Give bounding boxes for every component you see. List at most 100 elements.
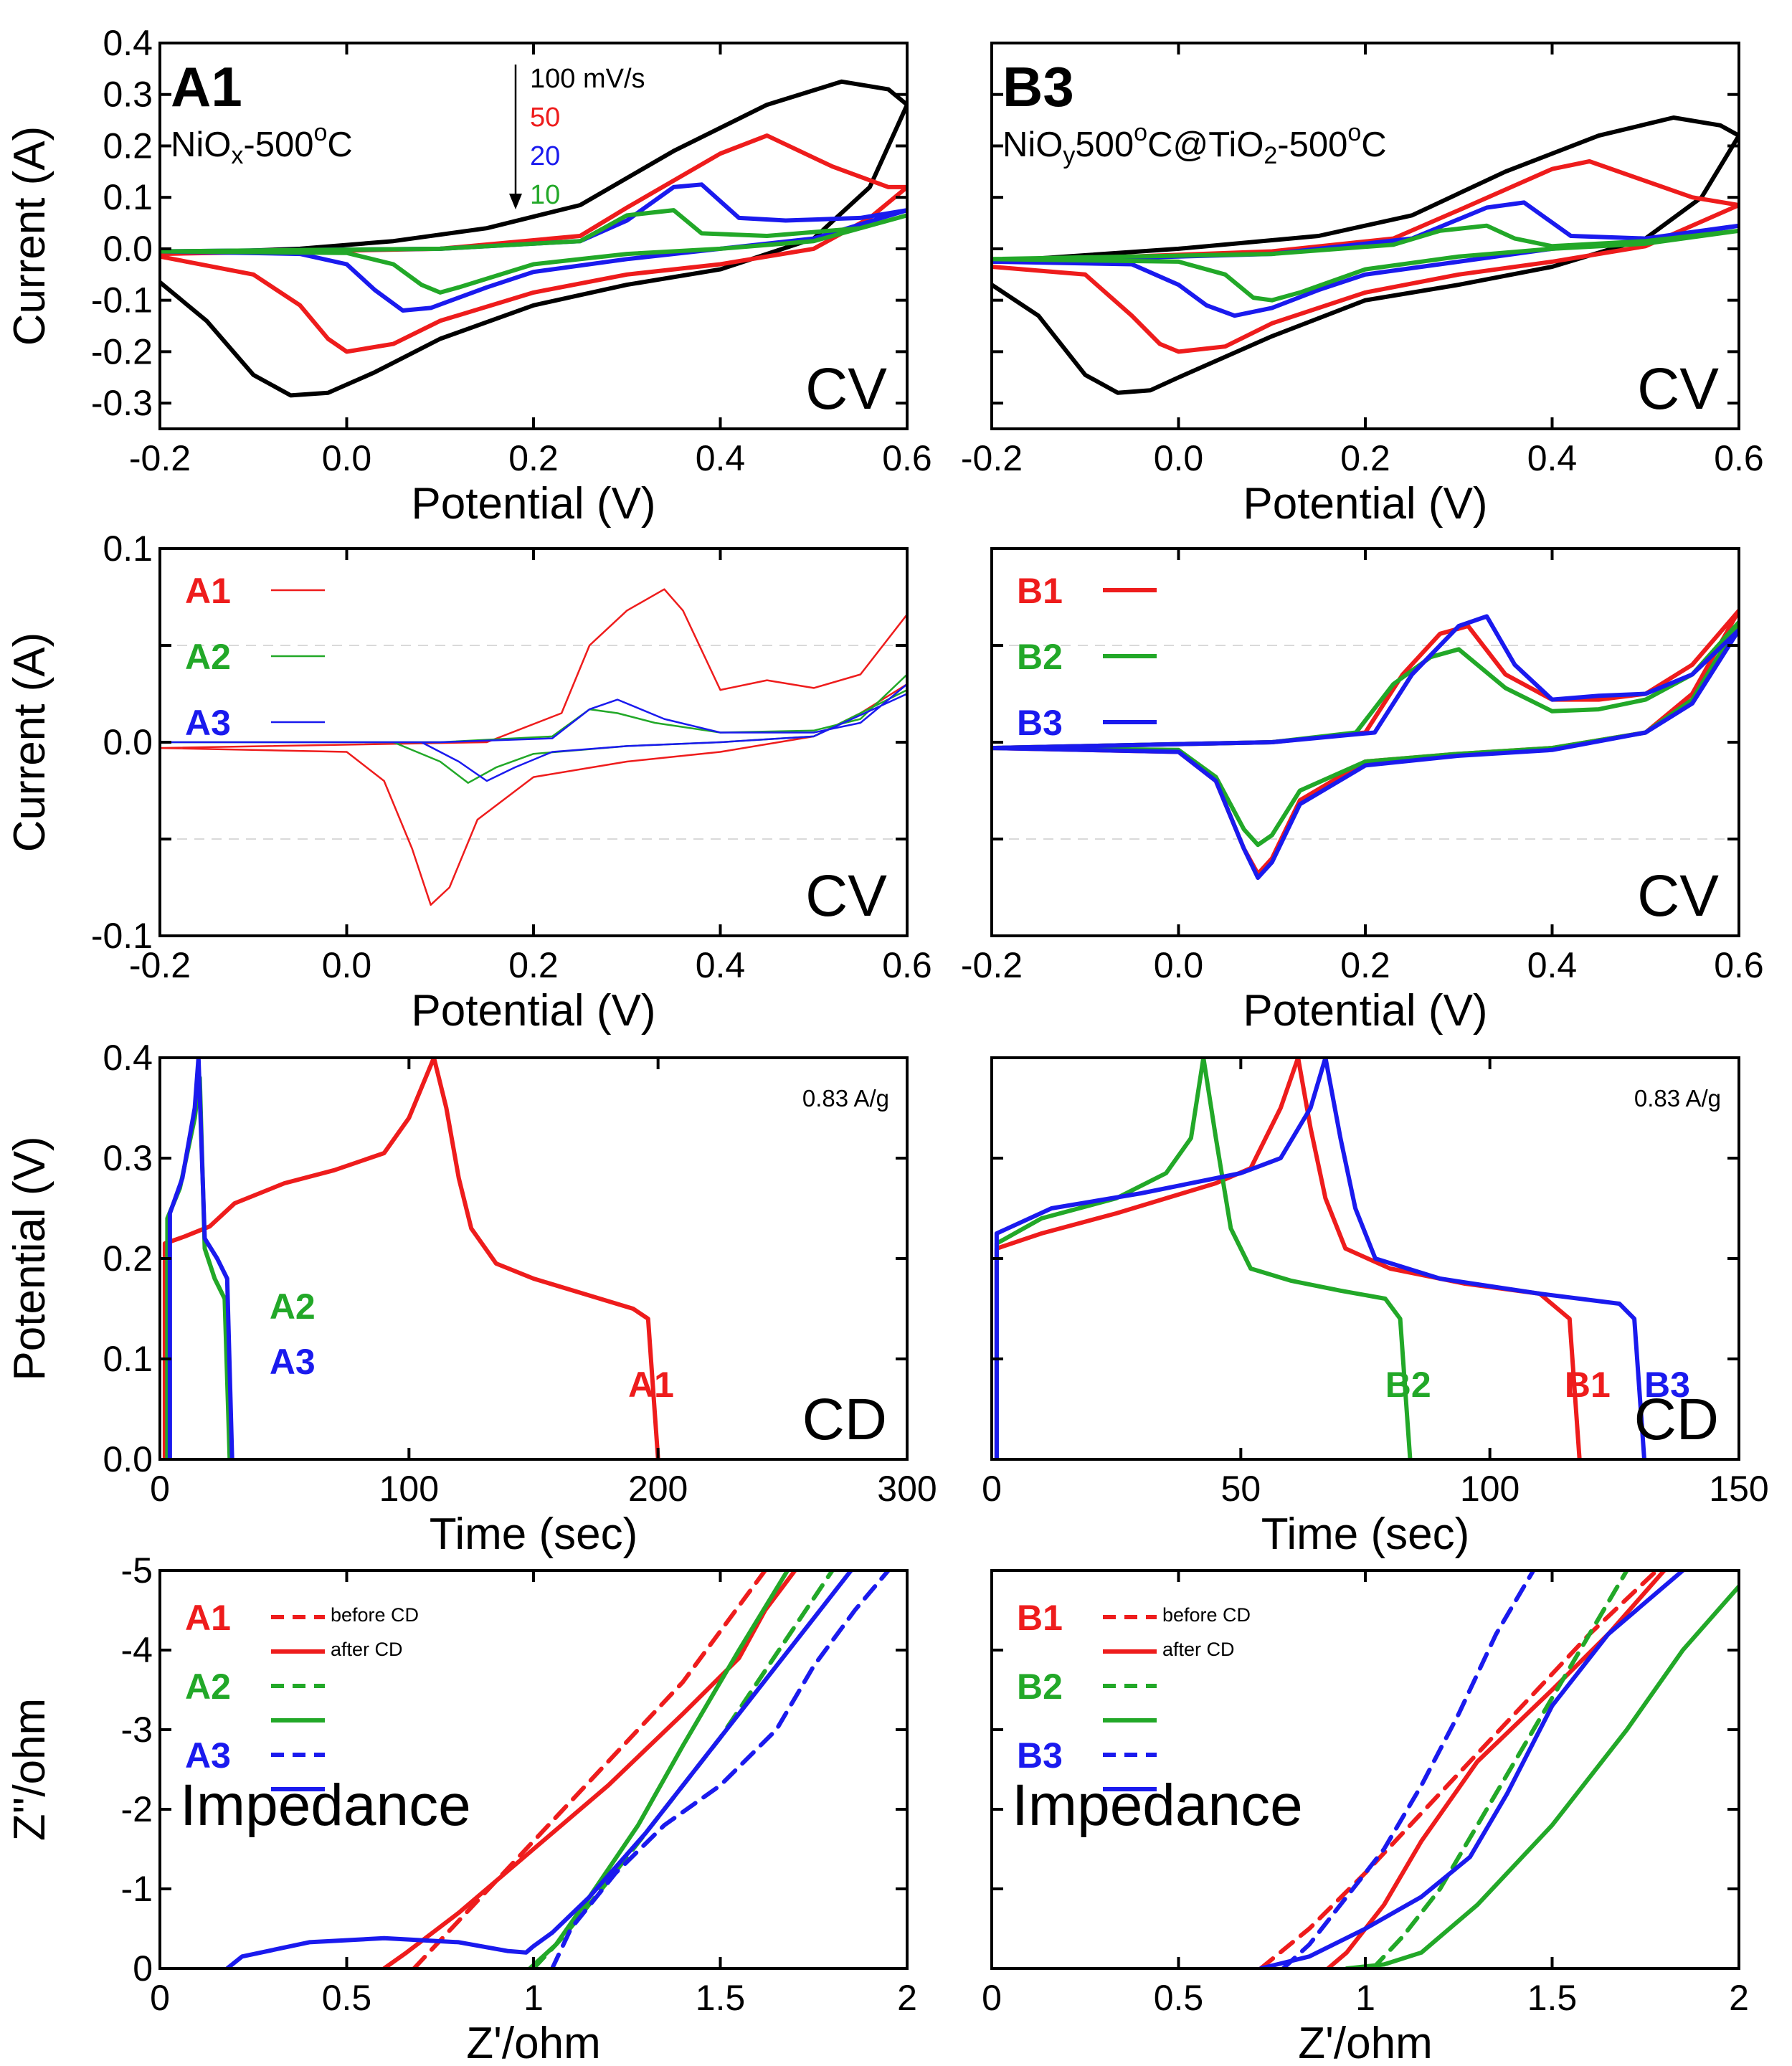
- chart-eis-a: 0 0.5 1 1.5 2 0 -1 -2 -3 -4 -5 Z'/ohm Z''/ohm Impedan…: [5, 1550, 917, 2066]
- y-tick-label: -0.1: [91, 280, 153, 321]
- series-line: [1370, 1570, 1629, 1968]
- x-tick-label: 0: [982, 1469, 1002, 1509]
- legend-label: A3: [185, 703, 231, 743]
- series-line: [160, 588, 907, 906]
- x-tick-label: 0.6: [1714, 945, 1764, 985]
- legend-label: B2: [1017, 1667, 1063, 1707]
- chart-cv-a-compare: -0.2 0.0 0.2 0.4 0.6 -0.1 0.0 0.1 Potential (V) C…: [5, 529, 932, 1036]
- legend-label: A3: [185, 1735, 231, 1776]
- x-tick-label: 2: [1729, 1978, 1749, 2018]
- legend-note: after CD: [1162, 1639, 1235, 1660]
- x-axis-title: Potential (V): [1243, 986, 1487, 1036]
- series-line: [994, 1058, 1646, 1459]
- chart-cv-b-compare: -0.2 0.0 0.2 0.4 0.6 Potential (V) CV B1 B2 B3: [961, 547, 1764, 1036]
- series-line: [160, 182, 907, 313]
- y-tick-label: 0.3: [103, 75, 153, 115]
- legend-label: A2: [185, 637, 231, 677]
- series-group: [224, 1570, 891, 1968]
- big-label: Impedance: [180, 1773, 471, 1838]
- x-tick-label: 1: [1355, 1978, 1375, 2018]
- x-tick-label: 300: [877, 1469, 937, 1509]
- series-line: [160, 133, 907, 354]
- subtitle-part: 2: [1264, 142, 1277, 169]
- curve-label: B2: [1385, 1365, 1431, 1405]
- x-tick-label: 150: [1709, 1469, 1768, 1509]
- series-line: [994, 1058, 1413, 1459]
- y-tick-label: 0.2: [103, 125, 153, 166]
- x-tick-label: 0: [982, 1978, 1002, 2018]
- curve-label: A2: [270, 1286, 316, 1327]
- subtitle-part: -500: [243, 125, 313, 164]
- legend-label: B3: [1017, 1735, 1063, 1776]
- chart-eis-b: 0 0.5 1 1.5 2 Z'/ohm Impedance B1 before CD after…: [982, 1569, 1749, 2066]
- rate-label: 10: [530, 180, 560, 210]
- y-axis-title: Potential (V): [5, 1136, 54, 1380]
- legend-label: A2: [185, 1667, 231, 1707]
- series-line: [160, 208, 907, 295]
- series-line: [162, 1058, 660, 1459]
- series-line: [160, 79, 907, 398]
- y-tick-label: 0: [133, 1948, 153, 1989]
- y-axis-title: Z''/ohm: [5, 1698, 54, 1841]
- x-axis-title: Potential (V): [1243, 479, 1487, 529]
- x-axis-title: Potential (V): [411, 986, 655, 1036]
- x-tick-label: 0.5: [1154, 1978, 1204, 2018]
- subtitle-part: y: [1063, 142, 1075, 169]
- x-tick-label: -0.2: [129, 945, 191, 985]
- series-line: [992, 223, 1739, 303]
- chart-cd-a: 0 100 200 300 0.0 0.1 0.2 0.3 0.4 Time (sec) Poten…: [5, 1038, 937, 1559]
- series-group: [992, 608, 1739, 880]
- y-tick-label: 0.1: [103, 529, 153, 569]
- series-line: [160, 673, 907, 784]
- legend-note: before CD: [331, 1604, 419, 1626]
- series-group: [992, 115, 1739, 395]
- x-tick-label: 0: [150, 1469, 170, 1509]
- x-axis-title: Time (sec): [1261, 1510, 1469, 1559]
- x-tick-label: 1.5: [1527, 1978, 1578, 2018]
- y-tick-label: -3: [121, 1710, 153, 1750]
- y-tick-label: -1: [121, 1869, 153, 1909]
- legend-label: A1: [185, 1598, 231, 1638]
- subtitle-part: C: [1361, 125, 1386, 164]
- x-tick-label: -0.2: [129, 438, 191, 478]
- rate-label: 20: [530, 141, 560, 171]
- x-tick-label: 0.0: [322, 945, 372, 985]
- y-tick-label: -2: [121, 1789, 153, 1829]
- series-group: [160, 79, 907, 398]
- big-label: CV: [805, 356, 887, 422]
- y-tick-label: 0.1: [103, 177, 153, 217]
- subtitle-part: o: [313, 119, 327, 146]
- x-axis-title: Z'/ohm: [1298, 2019, 1433, 2066]
- series-line: [1258, 1570, 1685, 1968]
- y-axis-title: Current (A): [5, 126, 54, 346]
- legend-label: B1: [1017, 571, 1063, 611]
- subtitle-part: C@TiO: [1147, 125, 1264, 164]
- subtitle-part: o: [1134, 119, 1147, 146]
- y-tick-label: 0.4: [103, 1038, 153, 1078]
- legend-label: B1: [1017, 1598, 1063, 1638]
- subtitle-part: C: [327, 125, 352, 164]
- series-line: [527, 1570, 790, 1968]
- x-tick-label: 0.2: [508, 438, 559, 478]
- rate-label: 50: [530, 103, 560, 133]
- x-tick-label: 0.0: [1154, 438, 1204, 478]
- panel-subtitle: NiOy500oC@TiO2-500oC: [1002, 119, 1387, 169]
- curve-label: B1: [1565, 1365, 1611, 1405]
- series-line: [224, 1570, 853, 1968]
- series-line: [167, 1058, 234, 1459]
- curve-label: A3: [270, 1342, 316, 1382]
- series-group: [162, 1058, 660, 1459]
- x-tick-label: 100: [379, 1469, 439, 1509]
- x-tick-label: -0.2: [961, 945, 1023, 985]
- x-tick-label: 100: [1460, 1469, 1520, 1509]
- x-axis-title: Z'/ohm: [466, 2019, 601, 2066]
- subtitle-part: -500: [1277, 125, 1347, 164]
- big-label: CD: [802, 1387, 887, 1452]
- y-tick-label: 0.0: [103, 1439, 153, 1479]
- x-tick-label: 200: [628, 1469, 688, 1509]
- y-tick-label: -0.1: [91, 916, 153, 956]
- x-tick-label: 0: [150, 1978, 170, 2018]
- y-tick-label: 0.0: [103, 229, 153, 269]
- x-tick-label: 0.4: [1527, 945, 1578, 985]
- legend-note: before CD: [1162, 1604, 1251, 1626]
